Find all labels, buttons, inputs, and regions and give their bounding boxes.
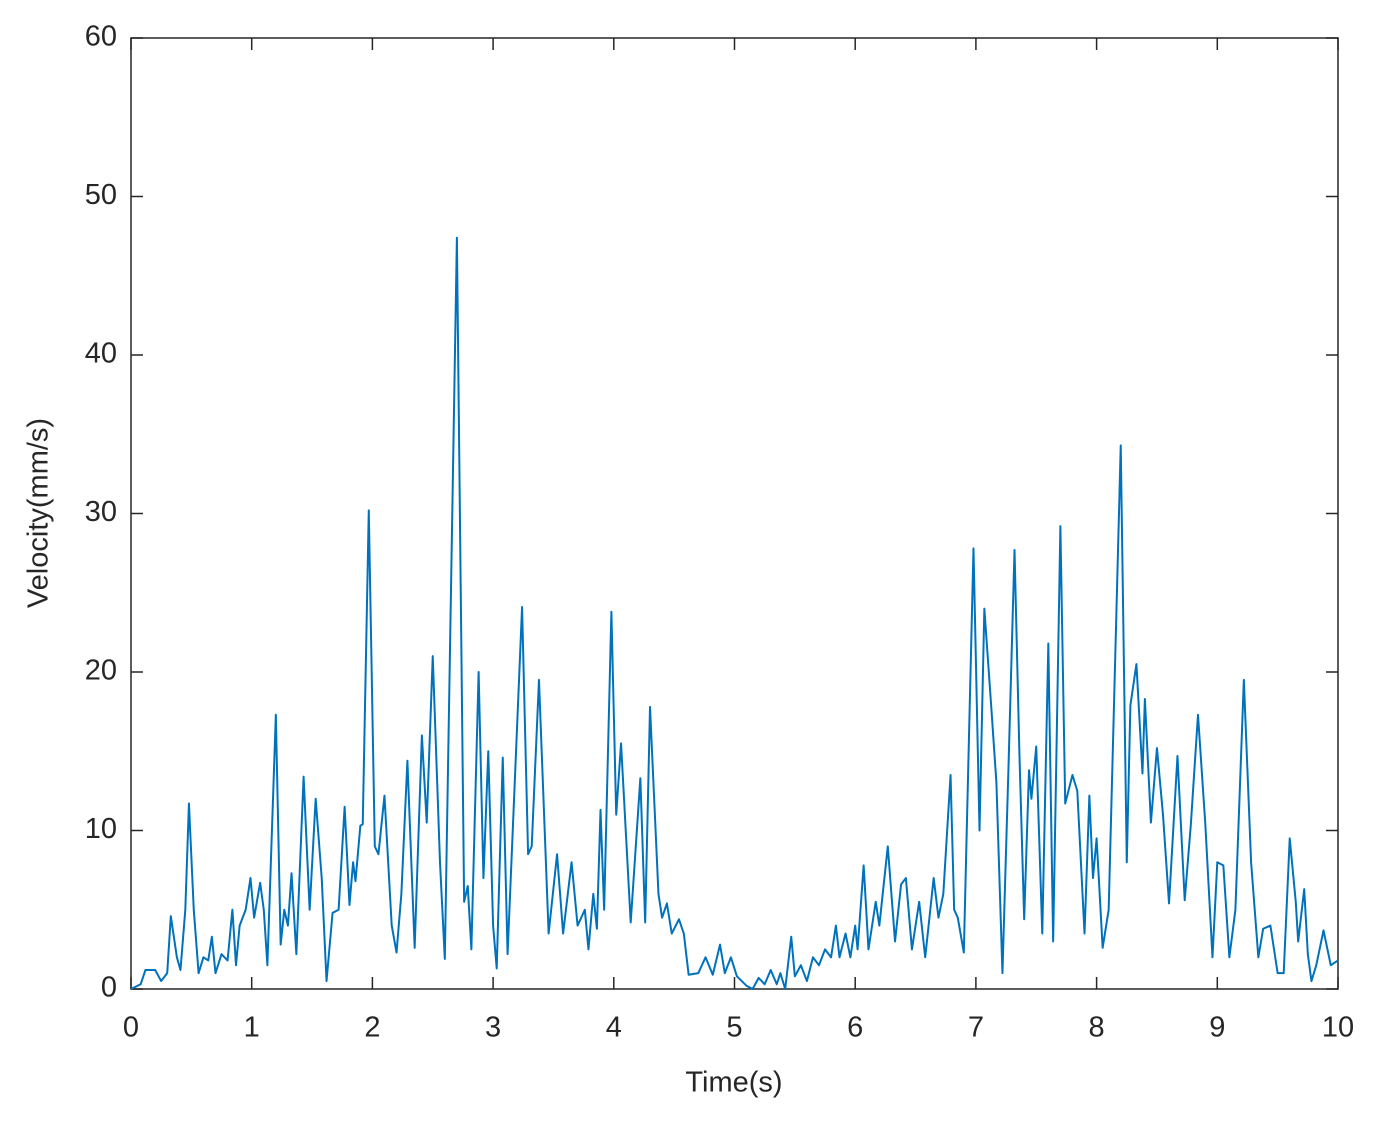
x-tick-label: 2 [364,1012,380,1044]
y-tick-label: 20 [85,655,117,687]
x-tick-label: 6 [847,1012,863,1044]
x-tick-label: 7 [968,1012,984,1044]
y-tick-label: 50 [85,179,117,211]
y-tick-label: 60 [85,21,117,53]
x-tick-label: 3 [485,1012,501,1044]
x-tick-label: 9 [1209,1012,1225,1044]
x-tick-label: 5 [726,1012,742,1044]
y-axis-label: Velocity(mm/s) [23,418,55,608]
y-tick-label: 0 [101,972,117,1004]
x-tick-label: 1 [244,1012,260,1044]
x-axis-label: Time(s) [685,1067,782,1099]
x-tick-label: 4 [606,1012,622,1044]
x-tick-label: 8 [1089,1012,1105,1044]
x-tick-label: 0 [123,1012,139,1044]
data-line [130,236,1339,990]
y-tick-label: 40 [85,338,117,370]
x-tick-label: 10 [1322,1012,1354,1044]
axes-box [130,37,1339,990]
y-tick-label: 30 [85,496,117,528]
y-tick-label: 10 [85,813,117,845]
